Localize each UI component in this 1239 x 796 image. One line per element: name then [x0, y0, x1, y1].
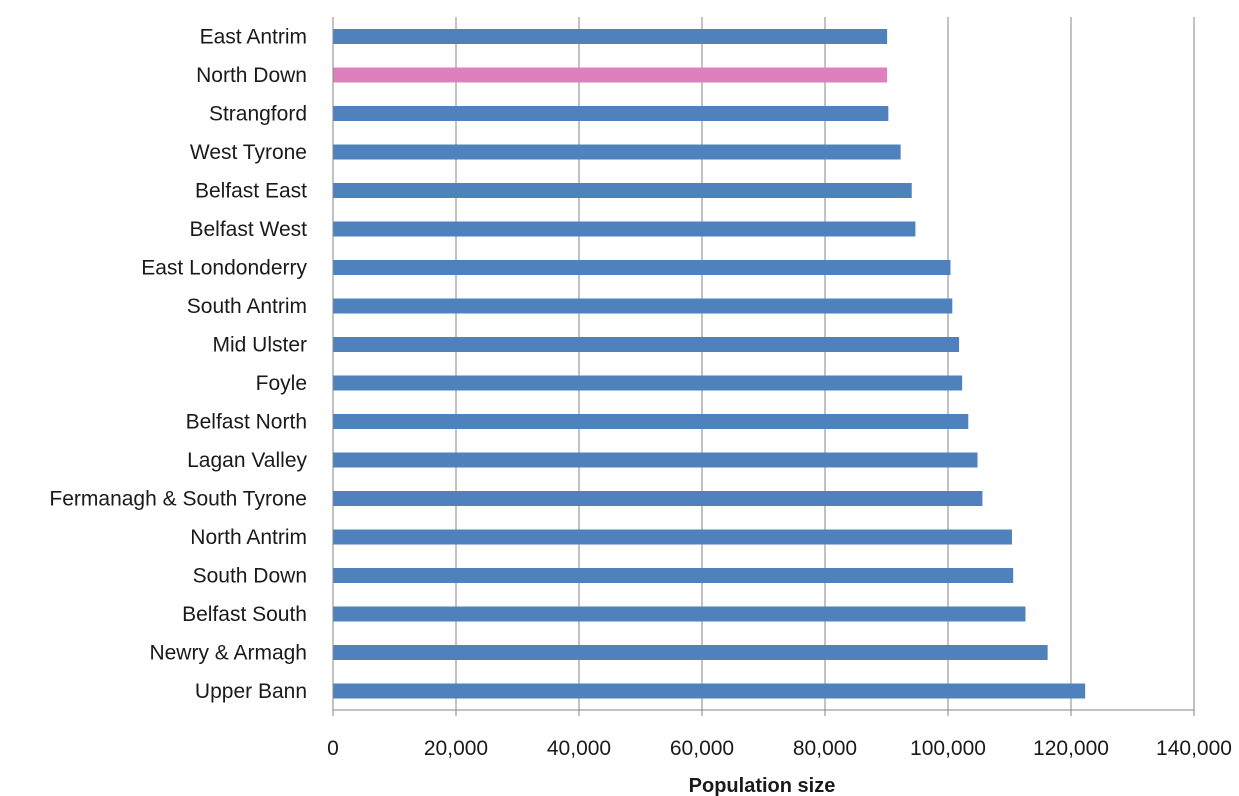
- category-label: Mid Ulster: [212, 334, 307, 357]
- category-label: Strangford: [209, 103, 307, 126]
- bar: [333, 337, 960, 352]
- x-tick-label: 120,000: [1033, 737, 1109, 760]
- bar: [333, 645, 1048, 660]
- category-label: Belfast East: [195, 180, 307, 203]
- category-label: Belfast West: [190, 218, 308, 241]
- category-label: Newry & Armagh: [149, 642, 307, 665]
- x-tick-label: 100,000: [910, 737, 986, 760]
- bar: [333, 106, 889, 121]
- x-tick-label: 20,000: [424, 737, 488, 760]
- x-axis-title: Population size: [689, 775, 836, 796]
- category-label: East Londonderry: [141, 257, 307, 280]
- bar: [333, 414, 969, 429]
- bar: [333, 298, 953, 314]
- category-label: Upper Bann: [195, 680, 307, 703]
- category-label: East Antrim: [200, 26, 307, 49]
- category-label: West Tyrone: [190, 141, 307, 164]
- bar: [333, 144, 901, 160]
- x-tick-label: 60,000: [670, 737, 734, 760]
- bar: [333, 260, 951, 275]
- gridlines: [455, 17, 1195, 710]
- bar: [333, 529, 1012, 545]
- axes: [332, 17, 1195, 716]
- category-label: Foyle: [256, 372, 307, 395]
- bar: [333, 568, 1014, 583]
- x-tick-label: 0: [327, 737, 339, 760]
- category-label: Fermanagh & South Tyrone: [49, 488, 307, 511]
- bar: [333, 183, 912, 198]
- bar: [333, 606, 1026, 622]
- bar: [333, 683, 1086, 699]
- bar: [333, 29, 888, 44]
- bar: [333, 221, 916, 237]
- bar: [333, 452, 978, 468]
- bar: [333, 491, 983, 506]
- bar: [333, 375, 963, 391]
- bar: [333, 67, 888, 83]
- category-label: South Down: [193, 565, 307, 588]
- x-tick-label: 80,000: [793, 737, 857, 760]
- category-label: Belfast South: [182, 603, 307, 626]
- category-label: South Antrim: [187, 295, 307, 318]
- category-label: North Antrim: [190, 526, 307, 549]
- x-tick-label: 40,000: [547, 737, 611, 760]
- x-tick-label: 140,000: [1156, 737, 1232, 760]
- category-label: Lagan Valley: [187, 449, 307, 472]
- category-label: North Down: [196, 64, 307, 87]
- bars: [333, 29, 1086, 699]
- category-labels: East Antrim North Down Strangford West Tyro…: [49, 26, 307, 704]
- x-tick-labels: 0 20,000 40,000 60,000 80,000 100,000 120,000 1…: [327, 737, 1232, 760]
- category-label: Belfast North: [186, 411, 307, 434]
